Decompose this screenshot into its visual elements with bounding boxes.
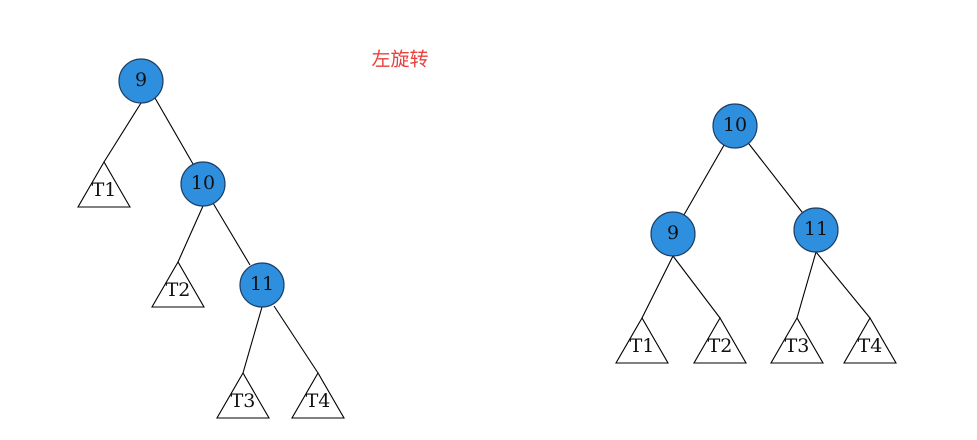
edge-10-11 xyxy=(212,202,251,266)
subtree-label: T4 xyxy=(858,335,883,357)
subtree-label: T4 xyxy=(306,390,331,412)
rotation-caption: 左旋转 xyxy=(371,49,428,71)
edge-11-t4 xyxy=(815,251,871,319)
subtree-t2: T2 xyxy=(693,316,747,364)
subtree-t2: T2 xyxy=(151,260,205,308)
subtree-t3: T3 xyxy=(770,316,824,364)
tree-node-11: 11 xyxy=(793,207,839,253)
node-label: 11 xyxy=(250,273,274,295)
tree-node-9: 9 xyxy=(650,211,696,257)
subtree-t1: T1 xyxy=(77,160,131,208)
before-tree: T1 T2 T3 T4 9 10 11 xyxy=(77,58,345,419)
node-label: 11 xyxy=(804,218,828,240)
subtree-label: T1 xyxy=(92,179,117,201)
tree-node-9: 9 xyxy=(118,58,164,104)
edge-9-10 xyxy=(154,97,194,165)
subtree-t1: T1 xyxy=(615,316,669,364)
subtree-label: T3 xyxy=(785,335,810,357)
tree-node-10: 10 xyxy=(180,161,226,207)
node-label: 10 xyxy=(723,114,747,136)
edge-10-t2 xyxy=(177,205,204,263)
subtree-t4: T4 xyxy=(843,316,897,364)
edge-11-t4 xyxy=(273,305,319,374)
edge-9-t2 xyxy=(672,255,721,319)
subtree-label: T2 xyxy=(166,279,191,301)
subtree-label: T1 xyxy=(630,335,655,357)
subtree-t4: T4 xyxy=(291,371,345,419)
edge-11-t3 xyxy=(796,251,817,319)
subtree-label: T2 xyxy=(708,335,733,357)
subtree-t3: T3 xyxy=(216,371,270,419)
edge-9-t1 xyxy=(641,255,674,319)
node-label: 9 xyxy=(667,222,679,244)
tree-node-11: 11 xyxy=(239,262,285,308)
edge-9-t1 xyxy=(103,102,142,163)
node-label: 9 xyxy=(135,69,147,91)
subtree-label: T3 xyxy=(231,390,256,412)
tree-node-10: 10 xyxy=(712,103,758,149)
edge-11-t3 xyxy=(242,306,263,374)
node-label: 10 xyxy=(191,172,215,194)
after-tree: T1 T2 T3 T4 10 9 11 xyxy=(615,103,897,364)
